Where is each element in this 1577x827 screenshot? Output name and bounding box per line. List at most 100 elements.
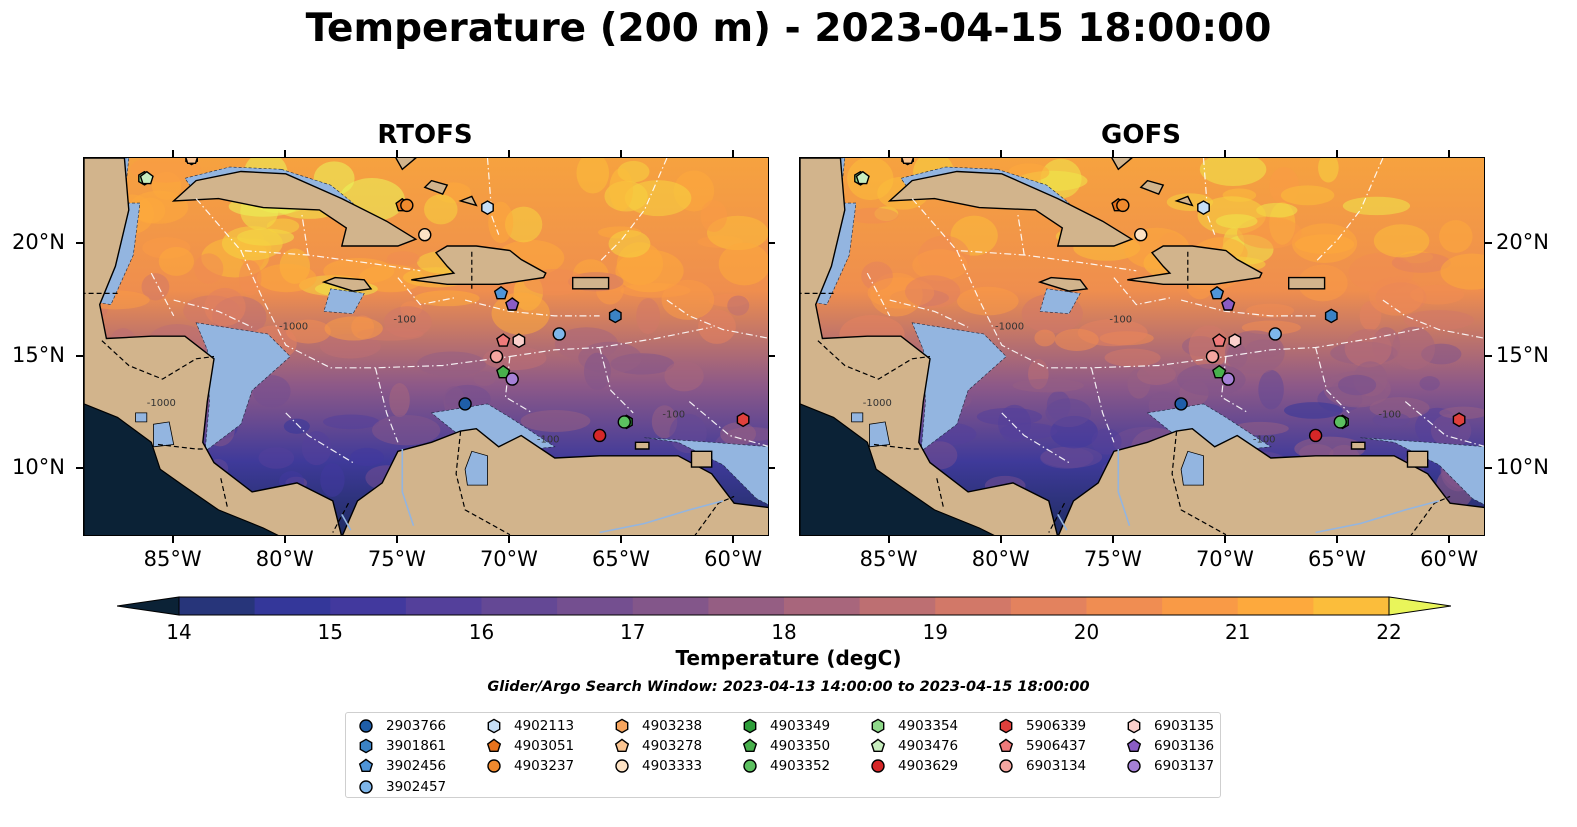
legend-label: 4903629	[898, 758, 959, 774]
colorbar-tick-label: 19	[922, 620, 948, 644]
legend-marker-6903135	[1127, 718, 1141, 734]
country-border	[936, 478, 945, 508]
legend-marker-4903354	[871, 718, 885, 734]
shelf-area	[1039, 288, 1081, 315]
land-hispaniola	[1127, 245, 1263, 286]
float-marker-2903766	[458, 397, 472, 411]
eez-boundary	[464, 299, 600, 317]
lon-tick-label: 75°W	[1083, 547, 1142, 571]
lat-tick-mark-right	[769, 354, 775, 357]
legend-item-4903476: 4903476	[870, 738, 958, 754]
legend-item-3902456: 3902456	[358, 758, 446, 774]
legend-marker-4903333	[615, 759, 629, 773]
legend-item-6903136: 6903136	[1126, 738, 1214, 754]
colorbar-frame	[178, 596, 1390, 616]
lon-tick-label: 65°W	[592, 547, 651, 571]
eez-boundary	[486, 158, 500, 235]
float-marker-4903476	[139, 170, 154, 185]
colorbar-bin	[1237, 597, 1314, 615]
lon-tick-mark-top	[1111, 150, 1114, 157]
float-marker-4903278	[185, 158, 198, 165]
eez-boundary	[1382, 299, 1484, 339]
land-cuba	[171, 170, 418, 247]
river	[341, 514, 352, 531]
colorbar-bin	[1313, 597, 1390, 615]
land-bahamas2	[1139, 179, 1165, 195]
lake-managua	[851, 412, 864, 423]
country-border	[332, 502, 350, 533]
map-gofs: -100 -1000 -100 -1000 -100	[799, 157, 1485, 536]
float-marker-3902456	[1209, 285, 1225, 300]
land-puertoRico	[572, 276, 610, 290]
figure-title: Temperature (200 m) - 2023-04-15 18:00:0…	[305, 6, 1272, 51]
float-marker-4903476	[855, 170, 870, 185]
float-marker-6903137	[1221, 372, 1235, 386]
float-marker-3902457	[552, 327, 566, 341]
contour-label: -1000	[863, 398, 892, 409]
lon-tick-mark	[732, 536, 735, 543]
lake-maracaibo	[1180, 450, 1204, 486]
contour-label: -100	[1109, 315, 1132, 326]
lake-maracaibo	[464, 450, 488, 486]
legend-label: 4903476	[898, 738, 959, 754]
float-marker-3902457	[1268, 327, 1282, 341]
land-southAmerica	[1057, 427, 1484, 535]
legend-label: 4903237	[514, 758, 575, 774]
legend-label: 4903051	[514, 738, 575, 754]
float-marker-3901861	[608, 308, 622, 324]
colorbar-tick-label: 14	[166, 620, 192, 644]
eez-boundary	[374, 367, 399, 443]
eez-boundary	[866, 272, 891, 317]
colorbar-extend-min	[116, 596, 180, 616]
lon-tick-mark-top	[283, 150, 286, 157]
colorbar-label: Temperature (degC)	[675, 646, 902, 670]
lon-tick-mark	[1336, 536, 1339, 543]
lon-tick-mark	[1223, 536, 1226, 543]
float-marker-3902456	[493, 285, 509, 300]
float-marker-5906339	[1452, 412, 1466, 428]
colorbar-bin	[557, 597, 634, 615]
river	[1117, 449, 1131, 526]
lat-tick-mark	[76, 241, 83, 244]
panel-title-rtofs: RTOFS	[377, 120, 473, 150]
lat-tick-label: 10°N	[12, 455, 65, 480]
land-caicos	[458, 195, 478, 207]
lon-tick-label: 80°W	[971, 547, 1030, 571]
float-marker-4903629	[1308, 428, 1323, 443]
contour-label: -1000	[147, 398, 176, 409]
colorbar-tick-label: 21	[1225, 620, 1251, 644]
legend-item-4903354: 4903354	[870, 718, 958, 734]
legend-label: 4903333	[642, 758, 703, 774]
colorbar-tick-label: 17	[620, 620, 646, 644]
legend-item-4903629: 4903629	[870, 758, 958, 774]
legend-marker-4903237	[487, 759, 501, 773]
colorbar-bin	[632, 597, 709, 615]
land-bahamas2	[423, 179, 449, 195]
legend-label: 5906437	[1026, 738, 1087, 754]
country-border	[157, 443, 206, 450]
lon-tick-mark-top	[1448, 150, 1451, 157]
lon-tick-mark-top	[1223, 150, 1226, 157]
land-southAmerica	[341, 427, 768, 535]
colorbar-bin	[481, 597, 558, 615]
lon-tick-mark	[1111, 536, 1114, 543]
lon-tick-label: 80°W	[255, 547, 314, 571]
shelf-area	[644, 437, 768, 505]
legend-marker-4903350	[742, 738, 758, 753]
legend-label: 5906339	[1026, 718, 1087, 734]
country-border	[1171, 430, 1227, 535]
lat-tick-mark	[76, 354, 83, 357]
eez-boundary	[1220, 356, 1249, 414]
legend-item-4902113: 4902113	[486, 718, 574, 734]
lon-tick-mark-top	[171, 150, 174, 157]
country-border	[817, 340, 931, 380]
map-rtofs: -100 -1000 -100 -1000 -100	[83, 157, 769, 536]
colorbar-bin	[935, 597, 1012, 615]
eez-boundary	[1090, 367, 1115, 443]
legend-label: 6903134	[1026, 758, 1087, 774]
country-border	[101, 340, 215, 380]
legend-item-6903135: 6903135	[1126, 718, 1214, 734]
colorbar-bin	[784, 597, 861, 615]
lat-tick-label: 20°N	[12, 229, 65, 254]
legend-label: 6903135	[1154, 718, 1215, 734]
